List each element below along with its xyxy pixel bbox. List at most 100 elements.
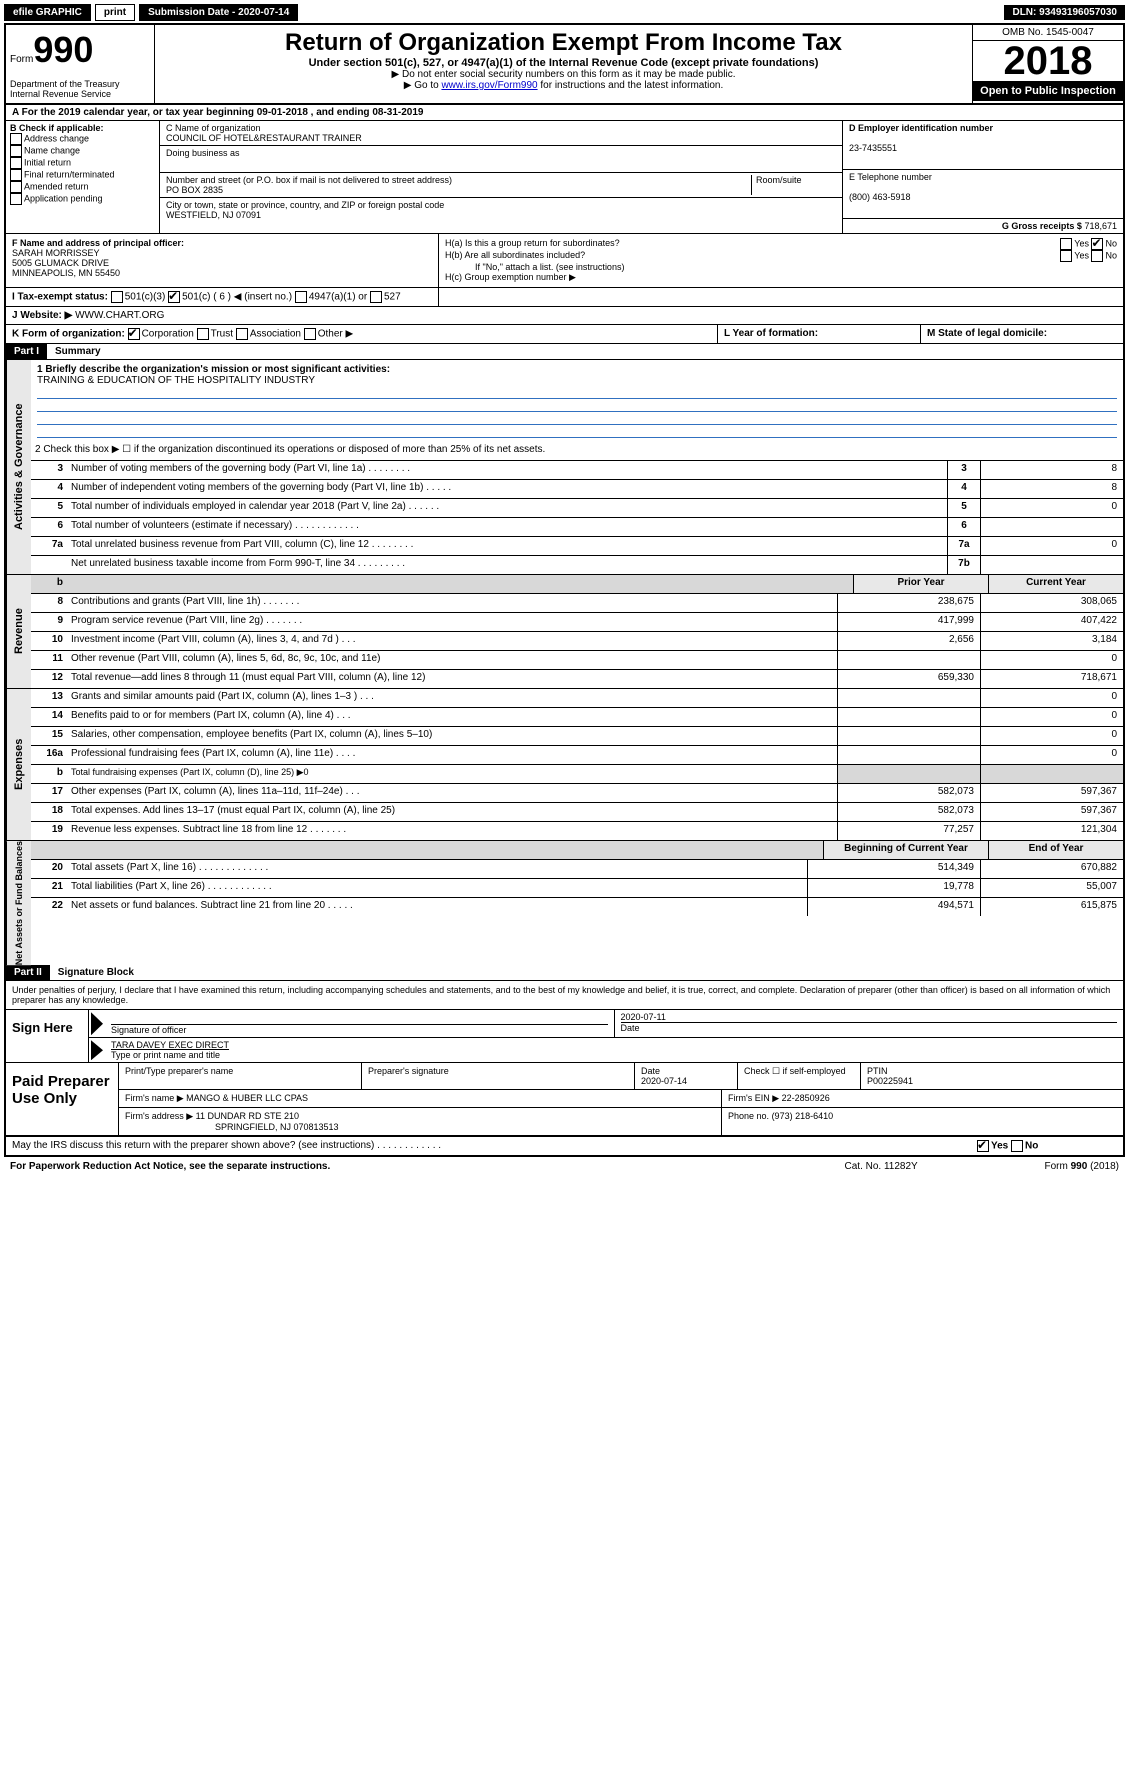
officer-addr2: MINNEAPOLIS, MN 55450 [12,268,120,278]
hc-label: H(c) Group exemption number ▶ [445,272,1117,283]
cb-amended[interactable] [10,181,22,193]
cb-corp[interactable] [128,328,140,340]
hb-label: H(b) Are all subordinates included? [445,250,585,262]
col-h: H(a) Is this a group return for subordin… [439,234,1123,287]
arrow-icon [91,1012,103,1035]
tax-year: 2018 [973,41,1123,81]
cb-hb-no[interactable] [1091,250,1103,262]
sign-here-block: Sign Here Signature of officer 2020-07-1… [6,1009,1123,1062]
hdr-end: End of Year [988,841,1123,859]
form-subtitle: Under section 501(c), 527, or 4947(a)(1)… [159,57,968,69]
row-j: J Website: ▶ WWW.CHART.ORG [6,307,1123,325]
cb-hb-yes[interactable] [1060,250,1072,262]
exp-row: 15Salaries, other compensation, employee… [31,727,1123,746]
officer-label: F Name and address of principal officer: [12,238,184,248]
vtab-revenue: Revenue [6,575,31,688]
header-left: Form990 Department of the Treasury Inter… [6,25,155,103]
footer-right: Form 990 (2018) [1045,1161,1119,1172]
firm-ein-value: 22-2850926 [782,1093,830,1103]
l-label: L Year of formation: [724,328,818,339]
cb-initial[interactable] [10,157,22,169]
i-label: I Tax-exempt status: [12,292,108,303]
gov-row: 3Number of voting members of the governi… [31,461,1123,480]
sig-name-label: Type or print name and title [111,1050,220,1060]
dba-label: Doing business as [166,148,240,158]
tel-value: (800) 463-5918 [849,192,911,202]
cb-address[interactable] [10,133,22,145]
line1-label: 1 Briefly describe the organization's mi… [37,364,390,375]
dln: DLN: 93493196057030 [1004,5,1125,20]
gov-row: 5Total number of individuals employed in… [31,499,1123,518]
name-label: C Name of organization [166,123,261,133]
cb-501c[interactable] [168,291,180,303]
cb-ha-yes[interactable] [1060,238,1072,250]
prep-date-value: 2020-07-14 [641,1076,687,1086]
part2-header: Part II Signature Block [6,965,1123,981]
exp-row: 18Total expenses. Add lines 13–17 (must … [31,803,1123,822]
gov-row: 4Number of independent voting members of… [31,480,1123,499]
org-city: WESTFIELD, NJ 07091 [166,210,261,220]
phone-value: (973) 218-6410 [772,1111,834,1121]
cb-trust[interactable] [197,328,209,340]
check-self: Check ☐ if self-employed [738,1063,861,1089]
cb-discuss-no[interactable] [1011,1140,1023,1152]
exp-row: 19Revenue less expenses. Subtract line 1… [31,822,1123,840]
form-note2: ▶ Go to www.irs.gov/Form990 for instruct… [159,80,968,91]
row-a: A For the 2019 calendar year, or tax yea… [6,105,1123,121]
part1-label: Part I [6,344,47,359]
line2: 2 Check this box ▶ ☐ if the organization… [31,442,1123,460]
section-expenses: Expenses 13Grants and similar amounts pa… [6,689,1123,841]
gov-row: 6Total number of volunteers (estimate if… [31,518,1123,537]
ha-label: H(a) Is this a group return for subordin… [445,238,620,250]
hb-note: If "No," attach a list. (see instruction… [445,262,1117,272]
prep-date-label: Date [641,1066,660,1076]
submission-date: Submission Date - 2020-07-14 [139,4,298,21]
cb-501c3[interactable] [111,291,123,303]
firm-name-label: Firm's name ▶ [125,1093,184,1103]
gov-row: Net unrelated business taxable income fr… [31,556,1123,574]
part2-label: Part II [6,965,50,980]
addr-label: Number and street (or P.O. box if mail i… [166,175,452,185]
cb-discuss-yes[interactable] [977,1140,989,1152]
footer: For Paperwork Reduction Act Notice, see … [4,1157,1125,1176]
cb-assoc[interactable] [236,328,248,340]
cb-name[interactable] [10,145,22,157]
ptin-label: PTIN [867,1066,888,1076]
row-k: K Form of organization: Corporation Trus… [6,325,1123,344]
cb-527[interactable] [370,291,382,303]
org-addr: PO BOX 2835 [166,185,223,195]
cb-final[interactable] [10,169,22,181]
sig-date-value: 2020-07-11 [621,1012,666,1022]
cb-4947[interactable] [295,291,307,303]
cb-pending[interactable] [10,193,22,205]
line1-block: 1 Briefly describe the organization's mi… [31,360,1123,442]
hdr-prior: Prior Year [853,575,988,593]
firm-addr-label: Firm's address ▶ [125,1111,193,1121]
form-container: Form990 Department of the Treasury Inter… [4,23,1125,1157]
ein-value: 23-7435551 [849,143,897,153]
part1-title: Summary [47,344,109,359]
rev-hdr-b: b [31,575,67,593]
col-b: B Check if applicable: Address change Na… [6,121,160,233]
cb-other[interactable] [304,328,316,340]
irs-link[interactable]: www.irs.gov/Form990 [441,80,537,91]
discuss-text: May the IRS discuss this return with the… [6,1137,971,1155]
efile-btn[interactable]: efile GRAPHIC [4,4,91,21]
topbar: efile GRAPHIC print Submission Date - 20… [4,4,1125,21]
row-i: I Tax-exempt status: 501(c)(3) 501(c) ( … [6,288,1123,307]
officer-name: SARAH MORRISSEY [12,248,100,258]
hdr-current: Current Year [988,575,1123,593]
rev-row: 12Total revenue—add lines 8 through 11 (… [31,670,1123,688]
net-row: 22Net assets or fund balances. Subtract … [31,898,1123,916]
gov-row: 7aTotal unrelated business revenue from … [31,537,1123,556]
phone-label: Phone no. [728,1111,769,1121]
form-title: Return of Organization Exempt From Incom… [159,29,968,57]
print-btn[interactable]: print [95,4,135,21]
j-label: J Website: ▶ [12,310,72,321]
sig-date-label: Date [621,1023,640,1033]
rev-row: 9Program service revenue (Part VIII, lin… [31,613,1123,632]
prep-sig-label: Preparer's signature [362,1063,635,1089]
cb-ha-no[interactable] [1091,238,1103,250]
exp-row: 14Benefits paid to or for members (Part … [31,708,1123,727]
city-label: City or town, state or province, country… [166,200,444,210]
